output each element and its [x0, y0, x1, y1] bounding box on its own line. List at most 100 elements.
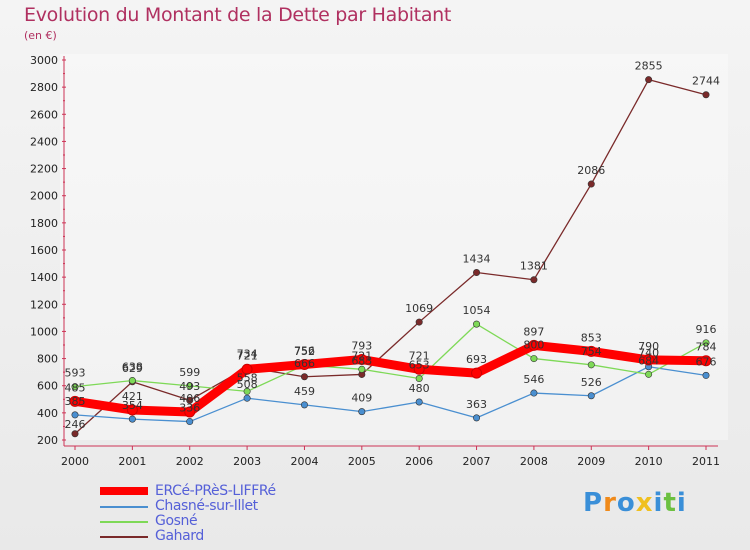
data-label: 784 [696, 341, 717, 354]
x-tick-label: 2011 [692, 455, 720, 468]
data-label: 246 [65, 418, 86, 431]
legend-item-ercé: ERCé-PRèS-LIFFRé [100, 483, 360, 499]
logo-letter: i [676, 488, 687, 518]
proxiti-logo: Proxiti [583, 488, 687, 518]
data-point [243, 394, 251, 402]
data-label: 740 [638, 347, 659, 360]
data-point [530, 389, 538, 397]
x-tick-label: 2009 [577, 455, 605, 468]
chart-title: Evolution du Montant de la Dette par Hab… [24, 4, 452, 26]
y-tick-label: 800 [37, 353, 58, 366]
data-label: 558 [237, 371, 258, 384]
data-label: 638 [122, 361, 143, 374]
x-tick-label: 2003 [233, 455, 261, 468]
y-tick-label: 600 [37, 380, 58, 393]
data-label: 409 [351, 392, 372, 405]
data-label: 336 [179, 402, 200, 415]
data-label: 790 [638, 340, 659, 353]
data-label: 653 [409, 359, 430, 372]
x-tick-label: 2001 [118, 455, 146, 468]
data-point [585, 345, 597, 357]
series-line [74, 323, 707, 393]
data-label: 800 [523, 339, 544, 352]
data-point [71, 383, 79, 391]
data-label: 421 [122, 390, 143, 403]
x-tick-label: 2004 [290, 455, 318, 468]
legend-item-gosne: Gosné [100, 513, 360, 529]
data-label: 406 [179, 392, 200, 405]
logo-letter: x [635, 488, 654, 518]
data-point [473, 414, 481, 422]
data-label: 2855 [635, 60, 663, 73]
logo-letter: i [653, 488, 664, 518]
data-point [126, 404, 138, 416]
data-point [587, 180, 595, 188]
data-label: 693 [466, 353, 487, 366]
data-point [528, 339, 540, 351]
data-point [700, 355, 712, 367]
logo-letter: r [603, 488, 617, 518]
x-tick-label: 2008 [520, 455, 548, 468]
legend-item-chasne: Chasné-sur-Illet [100, 498, 360, 514]
logo-letter: P [583, 488, 604, 518]
legend-label: Gosné [155, 513, 198, 529]
data-label: 756 [294, 345, 315, 358]
data-label: 721 [351, 349, 372, 362]
data-label: 493 [179, 380, 200, 393]
data-point [473, 269, 481, 277]
data-label: 1069 [405, 302, 433, 315]
data-point [69, 395, 81, 407]
data-label: 721 [237, 349, 258, 362]
data-point [71, 411, 79, 419]
data-point [415, 375, 423, 383]
data-label: 666 [294, 357, 315, 370]
data-point [358, 408, 366, 416]
data-point [128, 415, 136, 423]
data-point [415, 318, 423, 326]
y-tick-label: 2600 [30, 108, 58, 121]
data-point [300, 373, 308, 381]
chart-legend: ERCé-PRèS-LIFFRé Chasné-sur-Illet Gosné … [100, 483, 360, 544]
data-point [243, 387, 251, 395]
data-point [702, 339, 710, 347]
data-point [186, 382, 194, 390]
data-label: 676 [696, 355, 717, 368]
data-label: 853 [581, 331, 602, 344]
data-label: 363 [466, 398, 487, 411]
x-tick-label: 2006 [405, 455, 433, 468]
x-tick-label: 2005 [348, 455, 376, 468]
data-label: 629 [122, 362, 143, 375]
data-point [645, 370, 653, 378]
data-point [128, 377, 136, 385]
y-tick-label: 1600 [30, 244, 58, 257]
data-label: 354 [122, 399, 143, 412]
x-tick-label: 2007 [463, 455, 491, 468]
series-line [70, 340, 711, 417]
data-point [186, 418, 194, 426]
legend-label: Gahard [155, 528, 204, 544]
data-point [643, 354, 655, 366]
data-point [298, 359, 310, 371]
y-tick-label: 1400 [30, 271, 58, 284]
legend-swatch [100, 506, 148, 508]
data-label: 916 [696, 323, 717, 336]
data-label: 2086 [577, 164, 605, 177]
data-label: 459 [294, 385, 315, 398]
data-label: 2744 [692, 75, 720, 88]
legend-swatch [100, 536, 148, 538]
data-label: 1434 [463, 253, 491, 266]
legend-item-gahard: Gahard [100, 528, 360, 544]
data-point [184, 406, 196, 418]
data-label: 793 [351, 340, 372, 353]
data-label: 593 [65, 367, 86, 380]
series-line [74, 79, 707, 435]
data-label: 480 [409, 382, 430, 395]
data-point [530, 355, 538, 363]
x-tick-label: 2000 [61, 455, 89, 468]
x-tick-label: 2010 [635, 455, 663, 468]
data-label: 1054 [463, 304, 491, 317]
legend-label: Chasné-sur-Illet [155, 498, 258, 514]
data-point [702, 91, 710, 99]
y-tick-label: 200 [37, 434, 58, 447]
data-label: 546 [523, 373, 544, 386]
